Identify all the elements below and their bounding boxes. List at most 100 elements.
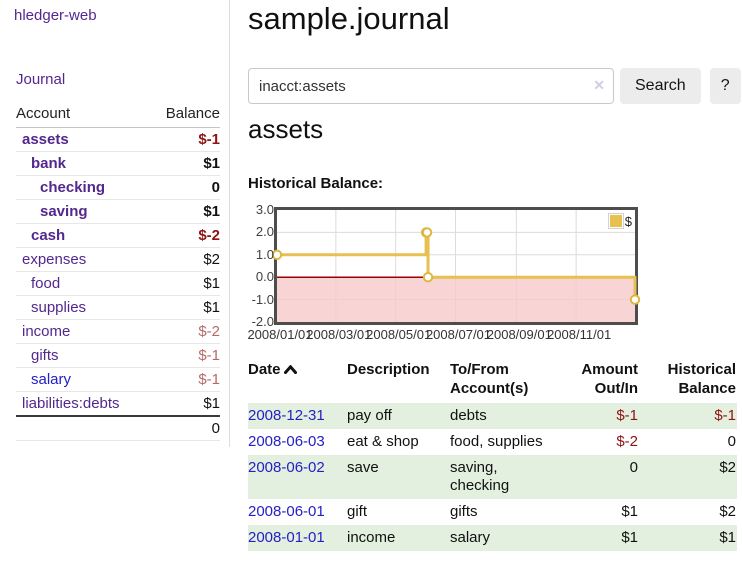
transaction-balance: 0	[642, 429, 737, 455]
transaction-accounts: salary	[450, 525, 574, 551]
accounts-table-body: assets$-1bank$1checking0saving$1cash$-2e…	[16, 128, 220, 417]
account-row: bank $1	[16, 152, 220, 176]
account-balance: $-2	[150, 320, 220, 344]
app-brand-link[interactable]: hledger-web	[14, 7, 97, 24]
transaction-balance: $1	[642, 525, 737, 551]
account-link[interactable]: saving	[16, 203, 88, 220]
account-row: gifts $-1	[16, 344, 220, 368]
account-link[interactable]: expenses	[16, 251, 86, 268]
transaction-balance: $2	[642, 499, 737, 525]
sort-ascending-icon	[284, 365, 297, 374]
register-header-balance: Historical Balance	[642, 358, 737, 403]
account-balance: $1	[150, 152, 220, 176]
accounts-header-account: Account	[16, 102, 150, 128]
register-header-row: Date Description To/From Account(s) Amou…	[248, 358, 737, 403]
register-header-date[interactable]: Date	[248, 358, 347, 403]
account-balance: $-1	[150, 344, 220, 368]
transaction-date-link[interactable]: 2008-06-02	[248, 459, 325, 476]
clear-search-icon[interactable]: ✕	[593, 77, 605, 94]
transaction-description: gift	[347, 499, 450, 525]
chart-y-tick-label: 0.0	[248, 269, 274, 284]
transaction-balance: $-1	[642, 403, 737, 429]
transaction-accounts: debts	[450, 403, 574, 429]
chart-y-tick-label: 3.0	[248, 202, 274, 217]
account-row: assets $-1	[16, 128, 220, 152]
account-link[interactable]: income	[16, 323, 70, 340]
account-link[interactable]: assets	[16, 131, 69, 148]
transaction-description: pay off	[347, 403, 450, 429]
account-row: income $-2	[16, 320, 220, 344]
register-row: 2008-12-31pay offdebts$-1$-1	[248, 403, 737, 429]
account-link[interactable]: salary	[16, 371, 71, 388]
transaction-accounts: food, supplies	[450, 429, 574, 455]
transaction-amount: $-2	[574, 429, 642, 455]
account-balance: $-2	[150, 224, 220, 248]
account-row: saving $1	[16, 200, 220, 224]
account-link[interactable]: gifts	[16, 347, 59, 364]
register-row: 2008-06-01 giftgifts$1$2	[248, 499, 737, 525]
balance-chart: $ 3.02.01.00.0-1.0-2.02008/01/012008/03/…	[248, 203, 742, 348]
account-row: cash $-2	[16, 224, 220, 248]
account-balance: $1	[150, 272, 220, 296]
account-link[interactable]: supplies	[16, 299, 86, 316]
account-balance: $-1	[150, 128, 220, 152]
transaction-accounts: saving, checking	[450, 455, 574, 499]
account-link[interactable]: liabilities:debts	[16, 395, 120, 412]
transaction-amount: $1	[574, 499, 642, 525]
register-header-description: Description	[347, 358, 450, 403]
register-row: 2008-06-02 savesaving, checking0$2	[248, 455, 737, 499]
account-balance: $2	[150, 248, 220, 272]
accounts-total-row: 0	[16, 416, 220, 441]
account-balance: $1	[150, 296, 220, 320]
transaction-amount: $-1	[574, 403, 642, 429]
account-balance: $1	[150, 200, 220, 224]
register-header-amount: Amount Out/In	[574, 358, 642, 403]
account-link[interactable]: checking	[16, 179, 105, 196]
chart-y-tick-label: 1.0	[248, 247, 274, 262]
accounts-header-row: Account Balance	[16, 102, 220, 128]
search-button[interactable]: Search	[620, 68, 701, 104]
register-row: 2008-06-03eat & shopfood, supplies$-20	[248, 429, 737, 455]
chart-plot-area: $	[274, 207, 638, 325]
chart-legend: $	[608, 213, 632, 229]
transaction-date-link[interactable]: 2008-06-03	[248, 433, 325, 450]
account-balance: $1	[150, 392, 220, 417]
account-heading: assets	[248, 114, 323, 145]
account-link[interactable]: cash	[16, 227, 65, 244]
accounts-table: Account Balance assets $-1 bank $1 checking 0…	[16, 102, 220, 441]
account-row: supplies $1	[16, 296, 220, 320]
sidebar-item-journal[interactable]: Journal	[16, 71, 65, 88]
account-row: checking 0	[16, 176, 220, 200]
chart-y-tick-label: -1.0	[248, 292, 274, 307]
search-input[interactable]	[248, 68, 614, 104]
account-link[interactable]: bank	[16, 155, 66, 172]
accounts-total-balance: 0	[150, 416, 220, 441]
transaction-amount: $1	[574, 525, 642, 551]
register-table: Date Description To/From Account(s) Amou…	[248, 358, 737, 551]
accounts-header-balance: Balance	[150, 102, 220, 128]
account-row: food $1	[16, 272, 220, 296]
account-row: liabilities:debts $1	[16, 392, 220, 417]
transaction-amount: 0	[574, 455, 642, 499]
register-row: 2008-01-01incomesalary$1$1	[248, 525, 737, 551]
register-header-accounts: To/From Account(s)	[450, 358, 574, 403]
search-form: ✕ Search?	[248, 68, 741, 106]
chart-canvas	[277, 210, 635, 322]
transaction-accounts: gifts	[450, 499, 574, 525]
chart-x-tick-label: 2008/11/01	[543, 327, 615, 342]
transaction-date-link[interactable]: 2008-12-31	[248, 407, 325, 424]
account-row: expenses $2	[16, 248, 220, 272]
transaction-description: save	[347, 455, 450, 499]
main-content: sample.journal ✕ Search? assets Historic…	[248, 0, 742, 582]
chart-y-tick-label: 2.0	[248, 224, 274, 239]
account-balance: $-1	[150, 368, 220, 392]
account-row: salary $-1	[16, 368, 220, 392]
transaction-date-link[interactable]: 2008-06-01	[248, 503, 325, 520]
help-button[interactable]: ?	[710, 68, 741, 104]
legend-swatch-icon	[610, 215, 622, 227]
account-link[interactable]: food	[16, 275, 60, 292]
transaction-description: income	[347, 525, 450, 551]
transaction-balance: $2	[642, 455, 737, 499]
transaction-date-link[interactable]: 2008-01-01	[248, 529, 325, 546]
account-balance: 0	[150, 176, 220, 200]
